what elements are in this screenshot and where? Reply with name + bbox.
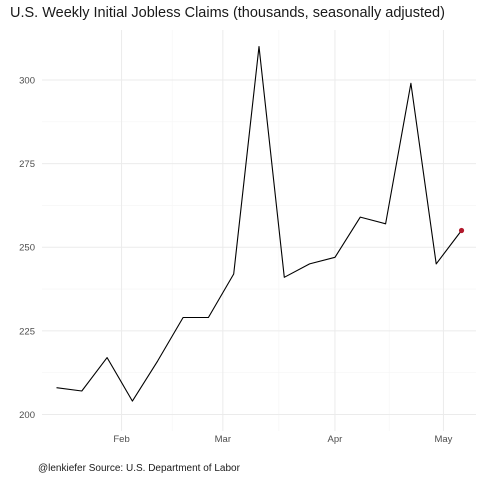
x-axis-tick-labels: Feb Mar Apr May (113, 434, 452, 445)
y-tick-label: 300 (19, 75, 35, 86)
x-tick-label: Feb (113, 434, 129, 445)
y-tick-label: 200 (19, 410, 35, 421)
series-line (56, 46, 462, 402)
source-caption: @lenkiefer Source: U.S. Department of La… (38, 463, 240, 474)
series-group (56, 46, 465, 402)
chart-title: U.S. Weekly Initial Jobless Claims (thou… (10, 5, 445, 21)
x-tick-label: Apr (328, 434, 343, 445)
minor-gridlines (42, 30, 476, 431)
y-tick-label: 250 (19, 243, 35, 254)
x-tick-label: May (434, 434, 452, 445)
latest-data-point (458, 227, 465, 234)
major-gridlines (42, 30, 476, 431)
y-tick-label: 275 (19, 159, 35, 170)
x-tick-label: Mar (215, 434, 231, 445)
y-axis-tick-labels: 200 225 250 275 300 (19, 75, 35, 420)
y-tick-label: 225 (19, 326, 35, 337)
